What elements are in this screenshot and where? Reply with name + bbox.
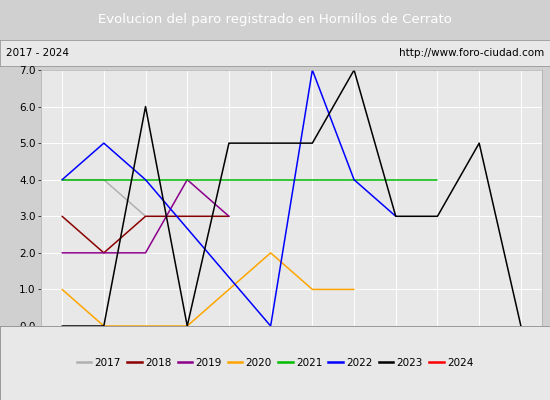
Text: 2017 - 2024: 2017 - 2024 xyxy=(6,48,69,58)
Text: http://www.foro-ciudad.com: http://www.foro-ciudad.com xyxy=(399,48,544,58)
Legend: 2017, 2018, 2019, 2020, 2021, 2022, 2023, 2024: 2017, 2018, 2019, 2020, 2021, 2022, 2023… xyxy=(77,358,473,368)
Text: Evolucion del paro registrado en Hornillos de Cerrato: Evolucion del paro registrado en Hornill… xyxy=(98,14,452,26)
